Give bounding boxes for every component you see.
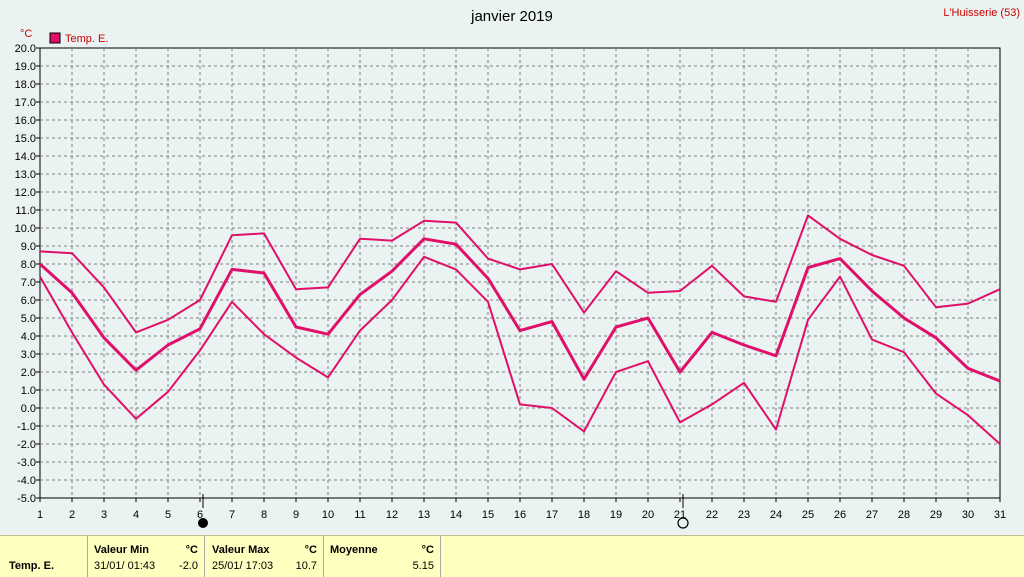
- chart-title: janvier 2019: [470, 8, 553, 25]
- x-tick-label: 20: [642, 509, 654, 521]
- max-label: Valeur Max: [212, 544, 269, 556]
- y-tick-label: -5.0: [17, 493, 36, 505]
- y-tick-label: 11.0: [15, 205, 36, 217]
- x-tick-label: 29: [930, 509, 942, 521]
- y-tick-label: 14.0: [15, 151, 36, 163]
- max-date: 25/01/ 17:03: [212, 560, 273, 572]
- x-tick-label: 23: [738, 509, 750, 521]
- y-tick-label: 9.0: [21, 241, 36, 253]
- y-tick-label: 19.0: [15, 61, 36, 73]
- x-tick-label: 9: [293, 509, 299, 521]
- legend-label: Temp. E.: [65, 33, 108, 45]
- y-tick-label: 1.0: [21, 385, 36, 397]
- x-tick-label: 3: [101, 509, 107, 521]
- min-label: Valeur Min: [94, 544, 149, 556]
- new-moon-icon: [199, 519, 208, 528]
- x-tick-label: 8: [261, 509, 267, 521]
- x-tick-label: 10: [322, 509, 334, 521]
- x-tick-label: 16: [514, 509, 526, 521]
- max-value: 10.7: [296, 560, 317, 572]
- x-tick-label: 17: [546, 509, 558, 521]
- y-tick-label: 0.0: [21, 403, 36, 415]
- x-tick-label: 1: [37, 509, 43, 521]
- y-tick-label: 8.0: [21, 259, 36, 271]
- max-unit: °C: [305, 544, 317, 556]
- y-tick-label: 2.0: [21, 367, 36, 379]
- y-axis-unit: °C: [20, 28, 32, 40]
- x-tick-label: 5: [165, 509, 171, 521]
- x-tick-label: 26: [834, 509, 846, 521]
- y-tick-label: 10.0: [15, 223, 36, 235]
- y-tick-label: 3.0: [21, 349, 36, 361]
- y-tick-label: 13.0: [15, 169, 36, 181]
- y-tick-label: 5.0: [21, 313, 36, 325]
- x-tick-label: 25: [802, 509, 814, 521]
- x-tick-label: 31: [994, 509, 1006, 521]
- x-tick-label: 2: [69, 509, 75, 521]
- min-date: 31/01/ 01:43: [94, 560, 155, 572]
- site-name: L'Huisserie (53): [943, 7, 1020, 19]
- x-tick-label: 12: [386, 509, 398, 521]
- x-tick-label: 14: [450, 509, 462, 521]
- y-tick-label: -3.0: [17, 457, 36, 469]
- x-tick-label: 24: [770, 509, 782, 521]
- x-tick-label: 27: [866, 509, 878, 521]
- y-tick-label: 7.0: [21, 277, 36, 289]
- y-tick-label: -2.0: [17, 439, 36, 451]
- y-tick-label: -4.0: [17, 475, 36, 487]
- x-tick-label: 19: [610, 509, 622, 521]
- x-tick-label: 13: [418, 509, 430, 521]
- x-tick-label: 18: [578, 509, 590, 521]
- y-tick-label: 16.0: [15, 115, 36, 127]
- y-axis: 20.0 19.0 18.0 17.0 16.0 15.0 14.0 13.0 12.0 11.0…: [15, 43, 40, 505]
- summary-series-label: Temp. E.: [9, 560, 54, 572]
- y-tick-label: 4.0: [21, 331, 36, 343]
- x-tick-label: 4: [133, 509, 139, 521]
- x-tick-label: 15: [482, 509, 494, 521]
- avg-unit: °C: [422, 544, 434, 556]
- summary-bar: Temp. E. Valeur Min °C 31/01/ 01:43 -2.0…: [0, 535, 1024, 577]
- x-tick-label: 28: [898, 509, 910, 521]
- y-tick-label: 20.0: [15, 43, 36, 55]
- y-tick-label: 15.0: [15, 133, 36, 145]
- legend-swatch: [50, 33, 60, 43]
- summary-series-cell: Temp. E.: [0, 536, 88, 577]
- temperature-chart: 20.019.018.017.016.015.014.013.012.011.0…: [0, 0, 1024, 535]
- full-moon-icon: [678, 518, 688, 528]
- y-tick-label: -1.0: [17, 421, 36, 433]
- x-tick-label: 11: [354, 509, 365, 521]
- x-tick-label: 7: [229, 509, 235, 521]
- x-tick-label: 22: [706, 509, 718, 521]
- y-tick-label: 18.0: [15, 79, 36, 91]
- avg-label: Moyenne: [330, 544, 378, 556]
- y-tick-label: 17.0: [15, 97, 36, 109]
- min-unit: °C: [186, 544, 198, 556]
- avg-value: 5.15: [413, 560, 434, 572]
- summary-min-cell: Valeur Min °C 31/01/ 01:43 -2.0: [88, 536, 205, 577]
- x-tick-label: 30: [962, 509, 974, 521]
- y-tick-label: 6.0: [21, 295, 36, 307]
- summary-avg-cell: Moyenne °C 5.15: [324, 536, 441, 577]
- min-value: -2.0: [179, 560, 198, 572]
- y-tick-label: 12.0: [15, 187, 36, 199]
- summary-max-cell: Valeur Max °C 25/01/ 17:03 10.7: [205, 536, 324, 577]
